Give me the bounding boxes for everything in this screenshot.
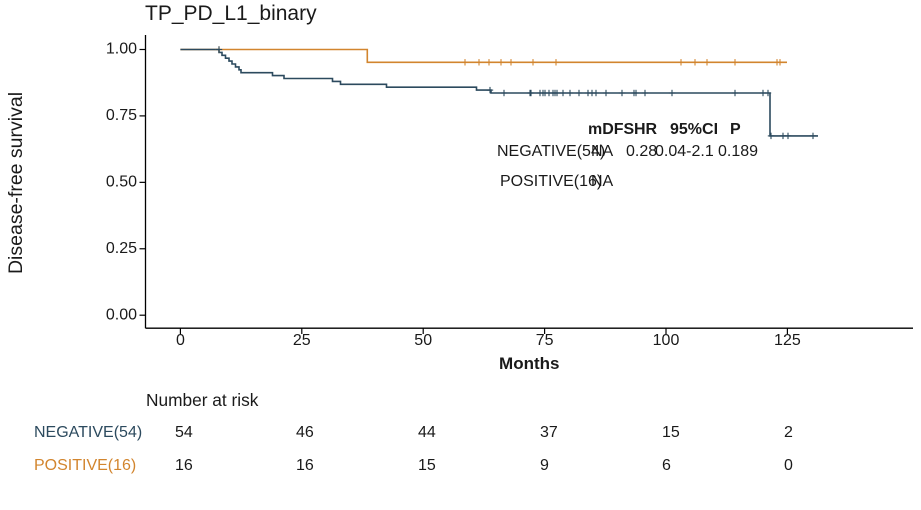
svg-text:0: 0	[176, 332, 185, 345]
svg-text:100: 100	[653, 332, 680, 345]
svg-text:0.50: 0.50	[106, 174, 137, 191]
svg-text:50: 50	[414, 332, 432, 345]
svg-text:75: 75	[536, 332, 554, 345]
svg-text:125: 125	[774, 332, 801, 345]
svg-text:0.00: 0.00	[106, 307, 137, 324]
svg-text:25: 25	[293, 332, 311, 345]
svg-text:0.25: 0.25	[106, 240, 137, 257]
svg-text:1.00: 1.00	[106, 41, 137, 58]
svg-text:0.75: 0.75	[106, 107, 137, 124]
